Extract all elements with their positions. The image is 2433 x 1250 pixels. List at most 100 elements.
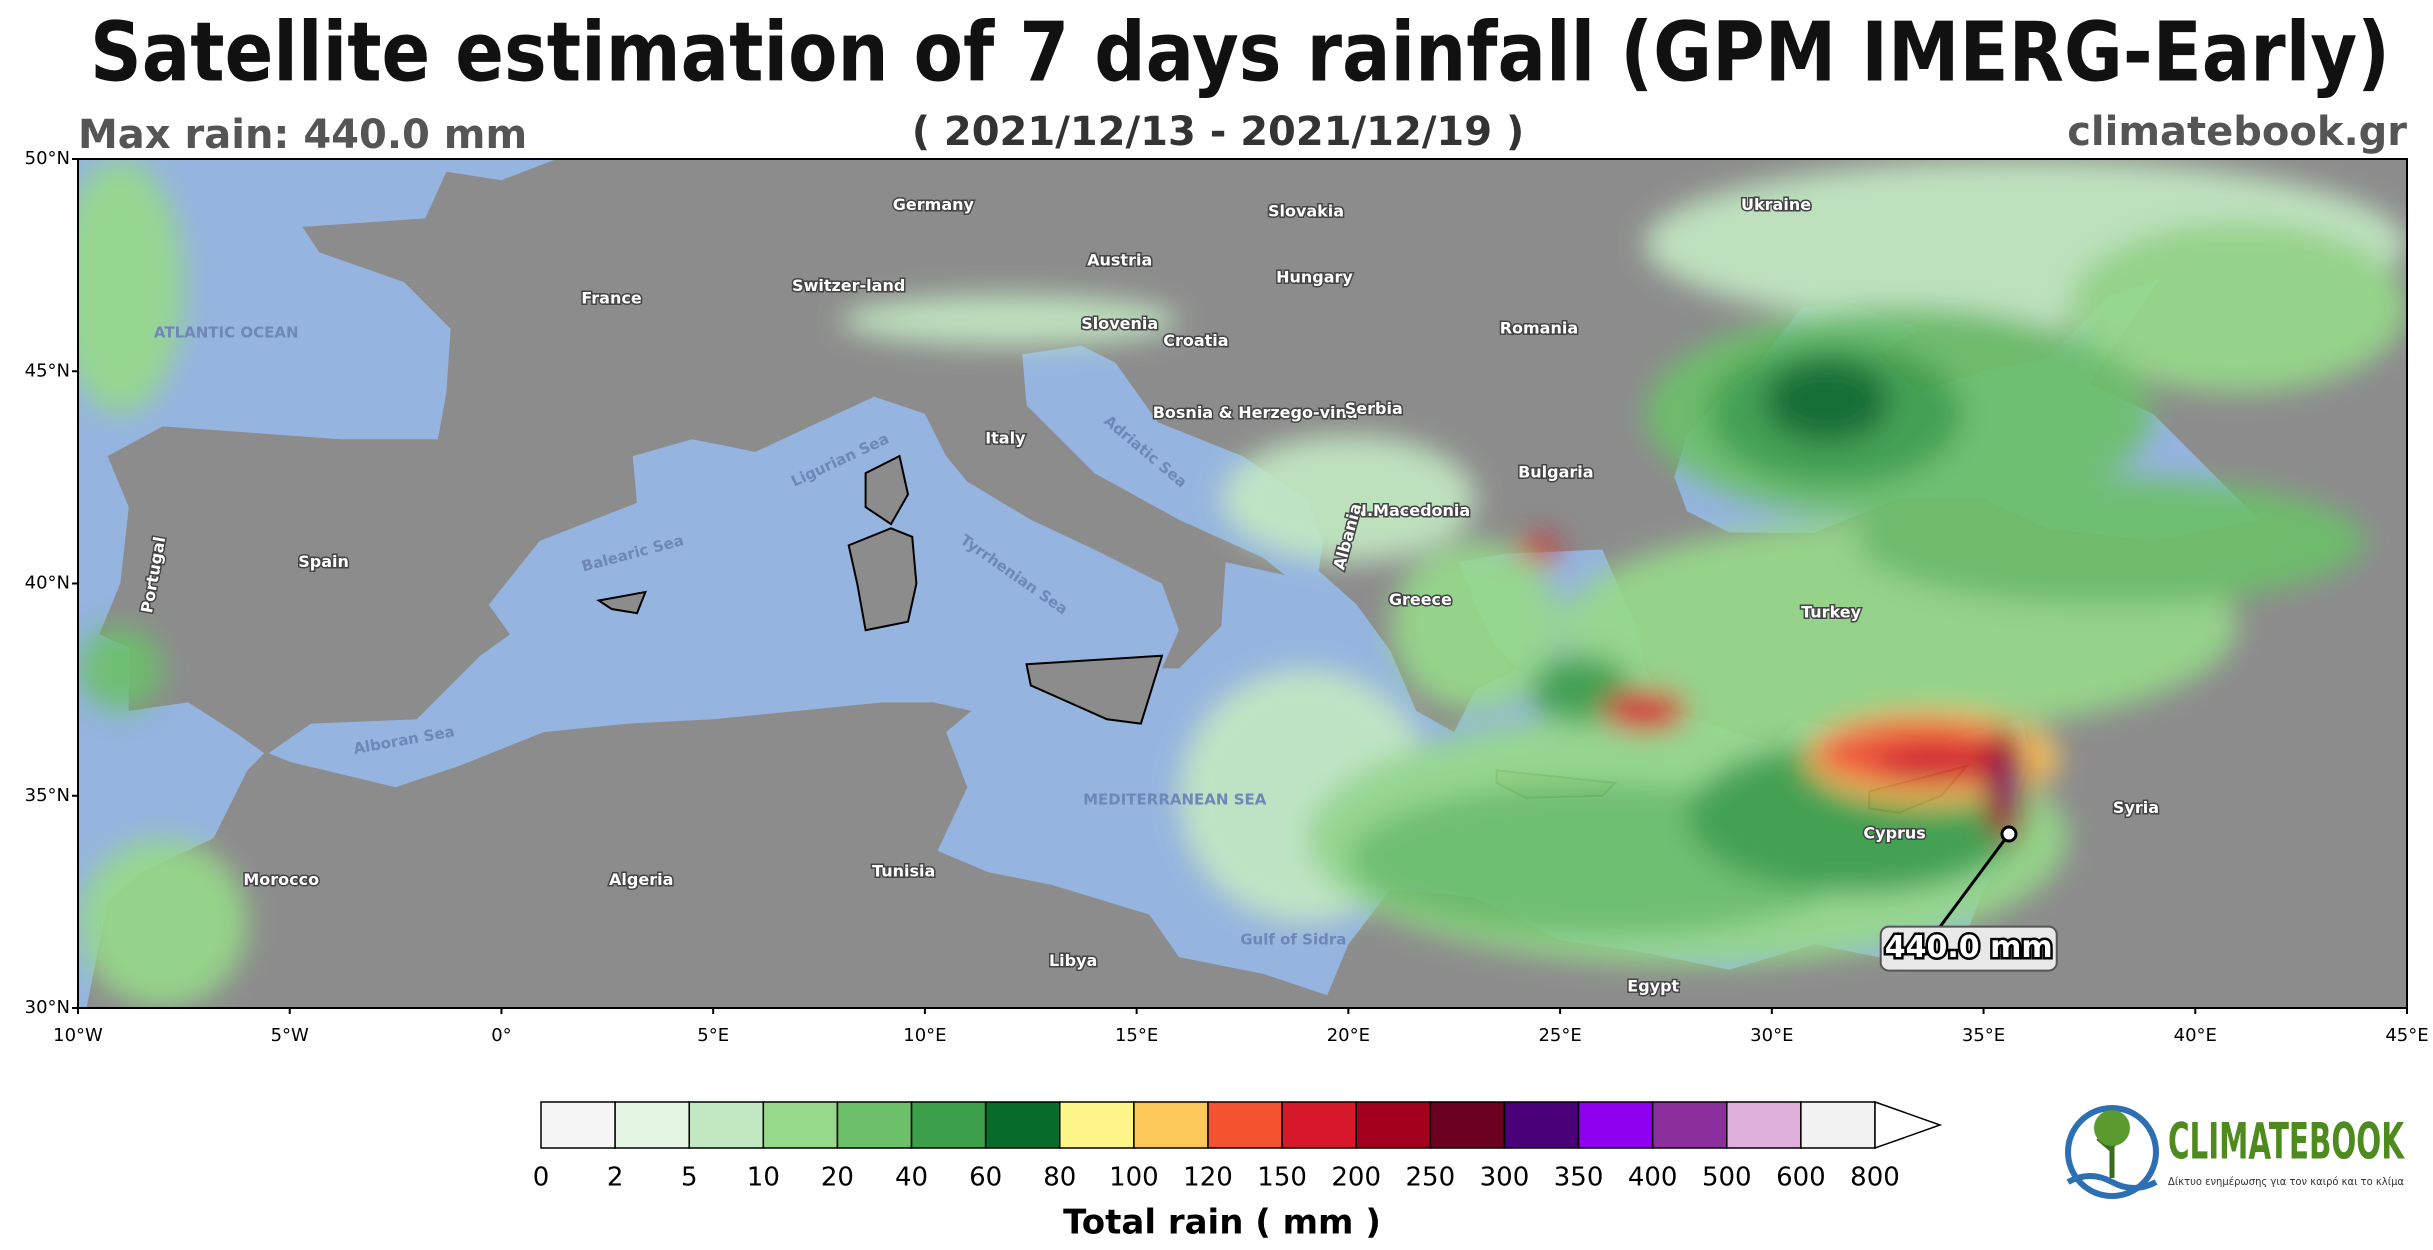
colorbar-box xyxy=(984,1101,1061,1149)
colorbar-box xyxy=(614,1101,690,1149)
colorbar-tick-label: 150 xyxy=(1257,1163,1307,1193)
colorbar-tick-label: 300 xyxy=(1480,1163,1530,1193)
rain-field xyxy=(78,159,2407,1008)
lat-tick-label: 35°N xyxy=(25,785,70,806)
colorbar-box xyxy=(1059,1101,1135,1149)
colorbar-tick-label: 80 xyxy=(1043,1163,1076,1193)
rain-patch xyxy=(840,294,1179,346)
country-label: Cyprus xyxy=(1863,823,1925,842)
colorbar-box xyxy=(910,1101,987,1149)
colorbar-box xyxy=(1503,1101,1580,1149)
lon-tick-label: 40°E xyxy=(2174,1025,2217,1046)
colorbar-tick-label: 350 xyxy=(1554,1163,1604,1193)
colorbar-box xyxy=(762,1101,839,1149)
sea-label: ATLANTIC OCEAN xyxy=(154,324,299,342)
colorbar-tick-label: 40 xyxy=(895,1163,928,1193)
island xyxy=(596,590,647,615)
country-label: Slovakia xyxy=(1268,202,1344,221)
lon-tick-label: 20°E xyxy=(1327,1025,1370,1046)
lon-tick-label: 10°E xyxy=(903,1025,946,1046)
max-box xyxy=(1879,925,2058,972)
colorbar-box xyxy=(688,1101,765,1149)
colorbar-tick-label: 10 xyxy=(747,1163,780,1193)
island xyxy=(1025,654,1164,725)
country-label: Italy xyxy=(985,429,1026,448)
country-label: Slovenia xyxy=(1081,314,1158,333)
colorbar-box xyxy=(1355,1101,1432,1149)
colorbar-box xyxy=(1651,1101,1728,1149)
colorbar-box xyxy=(836,1101,913,1149)
lon-tick-label: 10°W xyxy=(53,1025,103,1046)
rain-patch xyxy=(2000,757,2018,809)
lon-tick-label: 5°E xyxy=(697,1025,729,1046)
country-label: Austria xyxy=(1087,250,1152,269)
colorbar-box xyxy=(1281,1101,1357,1149)
max-label: 440.0 mm xyxy=(1885,930,2053,965)
rain-patch xyxy=(2068,222,2407,393)
country-label: Turkey xyxy=(1801,603,1862,622)
lat-tick-label: 50°N xyxy=(25,148,70,169)
colorbar-tick-label: 500 xyxy=(1702,1163,1752,1193)
colorbar-tick-label: 2 xyxy=(607,1163,624,1193)
logo-wave xyxy=(2066,1173,2158,1191)
country-label: N.Macedonia xyxy=(1354,501,1471,520)
colorbar-box xyxy=(1207,1101,1283,1149)
lon-tick-label: 15°E xyxy=(1115,1025,1158,1046)
colorbar-tick-label: 100 xyxy=(1109,1163,1159,1193)
sea-label: Gulf of Sidra xyxy=(1240,931,1346,949)
colorbar-tick-label: 800 xyxy=(1850,1163,1900,1193)
country-label: Tunisia xyxy=(872,862,935,881)
lat-tick-label: 40°N xyxy=(25,573,70,594)
colorbar-box xyxy=(1133,1101,1209,1149)
colorbar-tick-label: 20 xyxy=(821,1163,854,1193)
lon-tick-label: 30°E xyxy=(1750,1025,1793,1046)
country-label: Libya xyxy=(1049,951,1097,970)
date-range: ( 2021/12/13 - 2021/12/19 ) xyxy=(912,109,1525,155)
lon-tick-label: 35°E xyxy=(1962,1025,2005,1046)
rain-patch xyxy=(1221,434,1476,563)
country-label: Spain xyxy=(298,552,349,571)
logo-crown xyxy=(2094,1110,2130,1146)
colorbar-box xyxy=(540,1101,616,1149)
colorbar-tick-label: 400 xyxy=(1628,1163,1678,1193)
sea-label: MEDITERRANEAN SEA xyxy=(1083,790,1267,808)
colorbar-tick-label: 5 xyxy=(681,1163,698,1193)
rain-patch xyxy=(1390,541,1561,711)
colorbar-tick-label: 120 xyxy=(1183,1163,1233,1193)
country-label: Croatia xyxy=(1163,331,1228,350)
country-label: Bulgaria xyxy=(1518,463,1594,482)
logo-ring xyxy=(2065,1105,2159,1199)
rain-patch xyxy=(1873,744,2009,788)
colorbar-box xyxy=(1429,1101,1506,1149)
rain-patch xyxy=(1602,689,1688,733)
country-label: Bosnia & Herzego-vina xyxy=(1153,403,1358,422)
island xyxy=(847,527,918,632)
island xyxy=(864,454,910,526)
sea xyxy=(78,159,557,1008)
country-label: Serbia xyxy=(1345,399,1403,418)
rain-patch xyxy=(1763,358,1891,444)
title: Satellite estimation of 7 days rainfall … xyxy=(90,5,2390,100)
logo-name: CLIMATEBOOK xyxy=(2168,1113,2405,1171)
country-label: Switzer-land xyxy=(792,276,905,295)
colorbar-box xyxy=(1726,1101,1802,1149)
max-rain: Max rain: 440.0 mm xyxy=(78,112,527,158)
rain-patch xyxy=(78,625,163,711)
lon-tick-label: 5°W xyxy=(271,1025,309,1046)
rain-patch xyxy=(78,838,248,1008)
country-label: Hungary xyxy=(1276,267,1353,286)
colorbar-box xyxy=(1800,1101,1876,1149)
colorbar-tick-label: 600 xyxy=(1776,1163,1826,1193)
max-point xyxy=(2000,825,2018,843)
colorbar-box xyxy=(1577,1101,1654,1149)
logo: CLIMATEBOOK Δίκτυο ενημέρωσης για τον κα… xyxy=(2065,1105,2405,1199)
lon-tick-label: 25°E xyxy=(1538,1025,1581,1046)
max-leader xyxy=(1937,833,2011,930)
country-label: Romania xyxy=(1500,318,1578,337)
country-label: Egypt xyxy=(1627,976,1679,995)
colorbar-tick-label: 60 xyxy=(969,1163,1002,1193)
colorbar-label: Total rain ( mm ) xyxy=(1063,1203,1381,1243)
country-label: Morocco xyxy=(243,870,319,889)
country-label: Germany xyxy=(893,195,975,214)
